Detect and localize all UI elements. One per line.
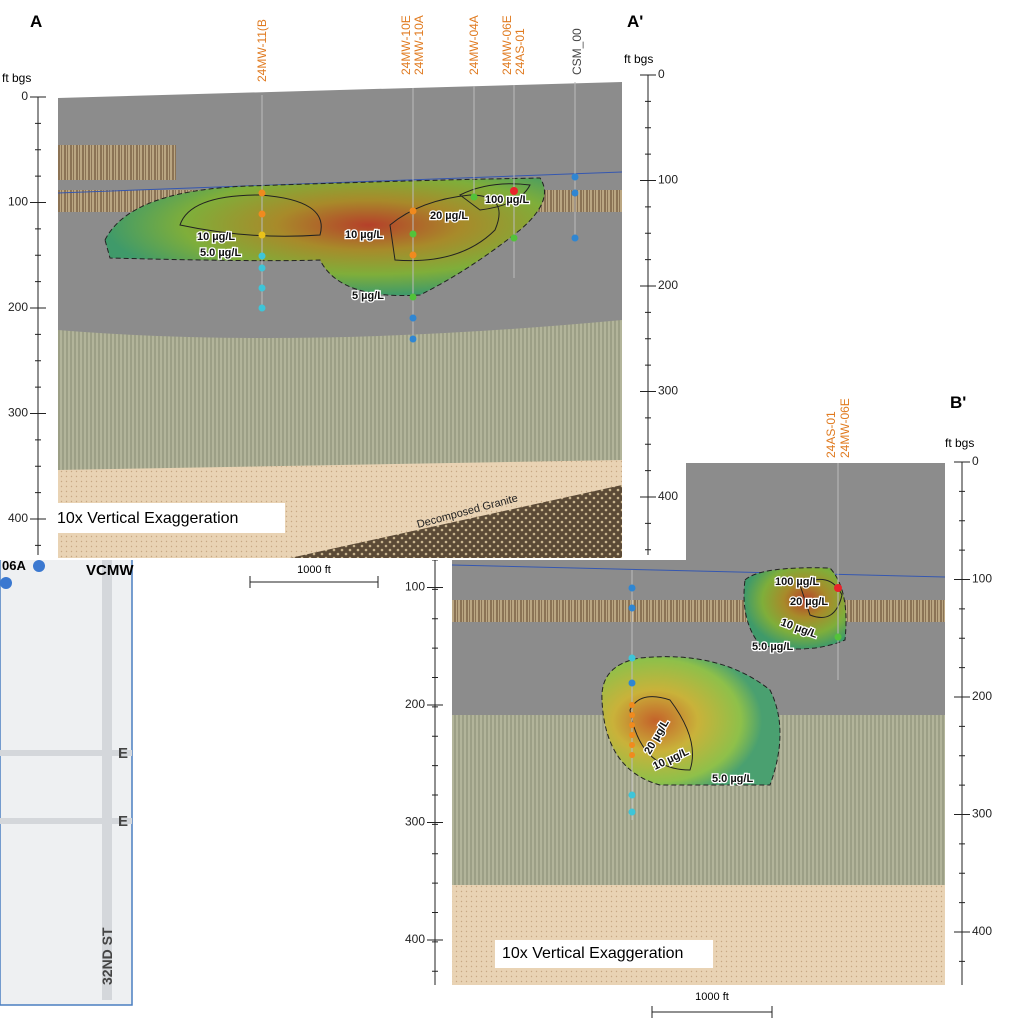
axis-unit: ft bgs bbox=[624, 52, 653, 66]
well-label: 24MW-10E bbox=[399, 15, 413, 75]
map-label: E bbox=[118, 745, 128, 762]
tick-label: 0 bbox=[658, 67, 665, 81]
scale-bar-label: 1000 ft bbox=[297, 564, 331, 576]
well-label: 24MW-06E bbox=[838, 398, 852, 458]
section-end: B' bbox=[950, 393, 966, 412]
tick-label: 200 bbox=[658, 278, 678, 292]
axis-unit: ft bgs bbox=[945, 436, 974, 450]
contour-label: 5.0 µg/L bbox=[712, 773, 753, 785]
map-label: 06A bbox=[2, 558, 26, 573]
well-label: 24AS-01 bbox=[824, 411, 838, 458]
axis-unit: ft bgs bbox=[2, 71, 31, 85]
contour-label: 100 µg/L bbox=[485, 194, 530, 206]
section-start: A bbox=[30, 12, 42, 31]
tick-label: 300 bbox=[972, 807, 992, 821]
map: 06A VCMW E E 32ND ST bbox=[0, 554, 134, 1006]
tick-label: 200 bbox=[972, 689, 992, 703]
tick-label: 0 bbox=[972, 454, 979, 468]
map-label: VCMW bbox=[86, 562, 134, 579]
section-a: 100 µg/L 20 µg/L 10 µg/L 10 µg/L 5.0 µg/… bbox=[0, 12, 686, 588]
tick-label: 300 bbox=[8, 406, 28, 420]
tick-label: 200 bbox=[405, 697, 425, 711]
scale-bar-label: 1000 ft bbox=[695, 991, 729, 1003]
well-label: 24MW-10A bbox=[412, 15, 426, 75]
tick-label: 400 bbox=[8, 511, 28, 525]
map-label: 32ND ST bbox=[99, 927, 115, 985]
tick-label: 100 bbox=[405, 580, 425, 594]
contour-label: 5.0 µg/L bbox=[752, 641, 793, 653]
tick-label: 400 bbox=[658, 489, 678, 503]
contour-label: 10 µg/L bbox=[197, 231, 235, 243]
contour-label: 5.0 µg/L bbox=[200, 247, 241, 259]
tick-label: 100 bbox=[8, 195, 28, 209]
tick-label: 100 bbox=[658, 173, 678, 187]
exaggeration-note: 10x Vertical Exaggeration bbox=[502, 945, 683, 962]
well-label: CSM_00 bbox=[570, 28, 584, 75]
well-label: 24MW-11(B bbox=[255, 19, 269, 82]
contour-label: 5 µg/L bbox=[352, 290, 384, 302]
map-label: E bbox=[118, 813, 128, 830]
tick-label: 200 bbox=[8, 300, 28, 314]
tick-label: 400 bbox=[405, 932, 425, 946]
tick-label: 0 bbox=[21, 89, 28, 103]
contour-label: 20 µg/L bbox=[430, 210, 468, 222]
section-end: A' bbox=[627, 12, 643, 31]
well-label: 24MW-04A bbox=[467, 15, 481, 75]
contour-label: 100 µg/L bbox=[775, 576, 820, 588]
contour-label: 20 µg/L bbox=[790, 596, 828, 608]
tick-label: 100 bbox=[972, 572, 992, 586]
well-label: 24MW-06E bbox=[500, 15, 514, 75]
exaggeration-note: 10x Vertical Exaggeration bbox=[57, 510, 238, 527]
well-label: 24AS-01 bbox=[513, 28, 527, 75]
tick-label: 300 bbox=[405, 815, 425, 829]
contour-label: 10 µg/L bbox=[345, 229, 383, 241]
tick-label: 300 bbox=[658, 384, 678, 398]
tick-label: 400 bbox=[972, 924, 992, 938]
